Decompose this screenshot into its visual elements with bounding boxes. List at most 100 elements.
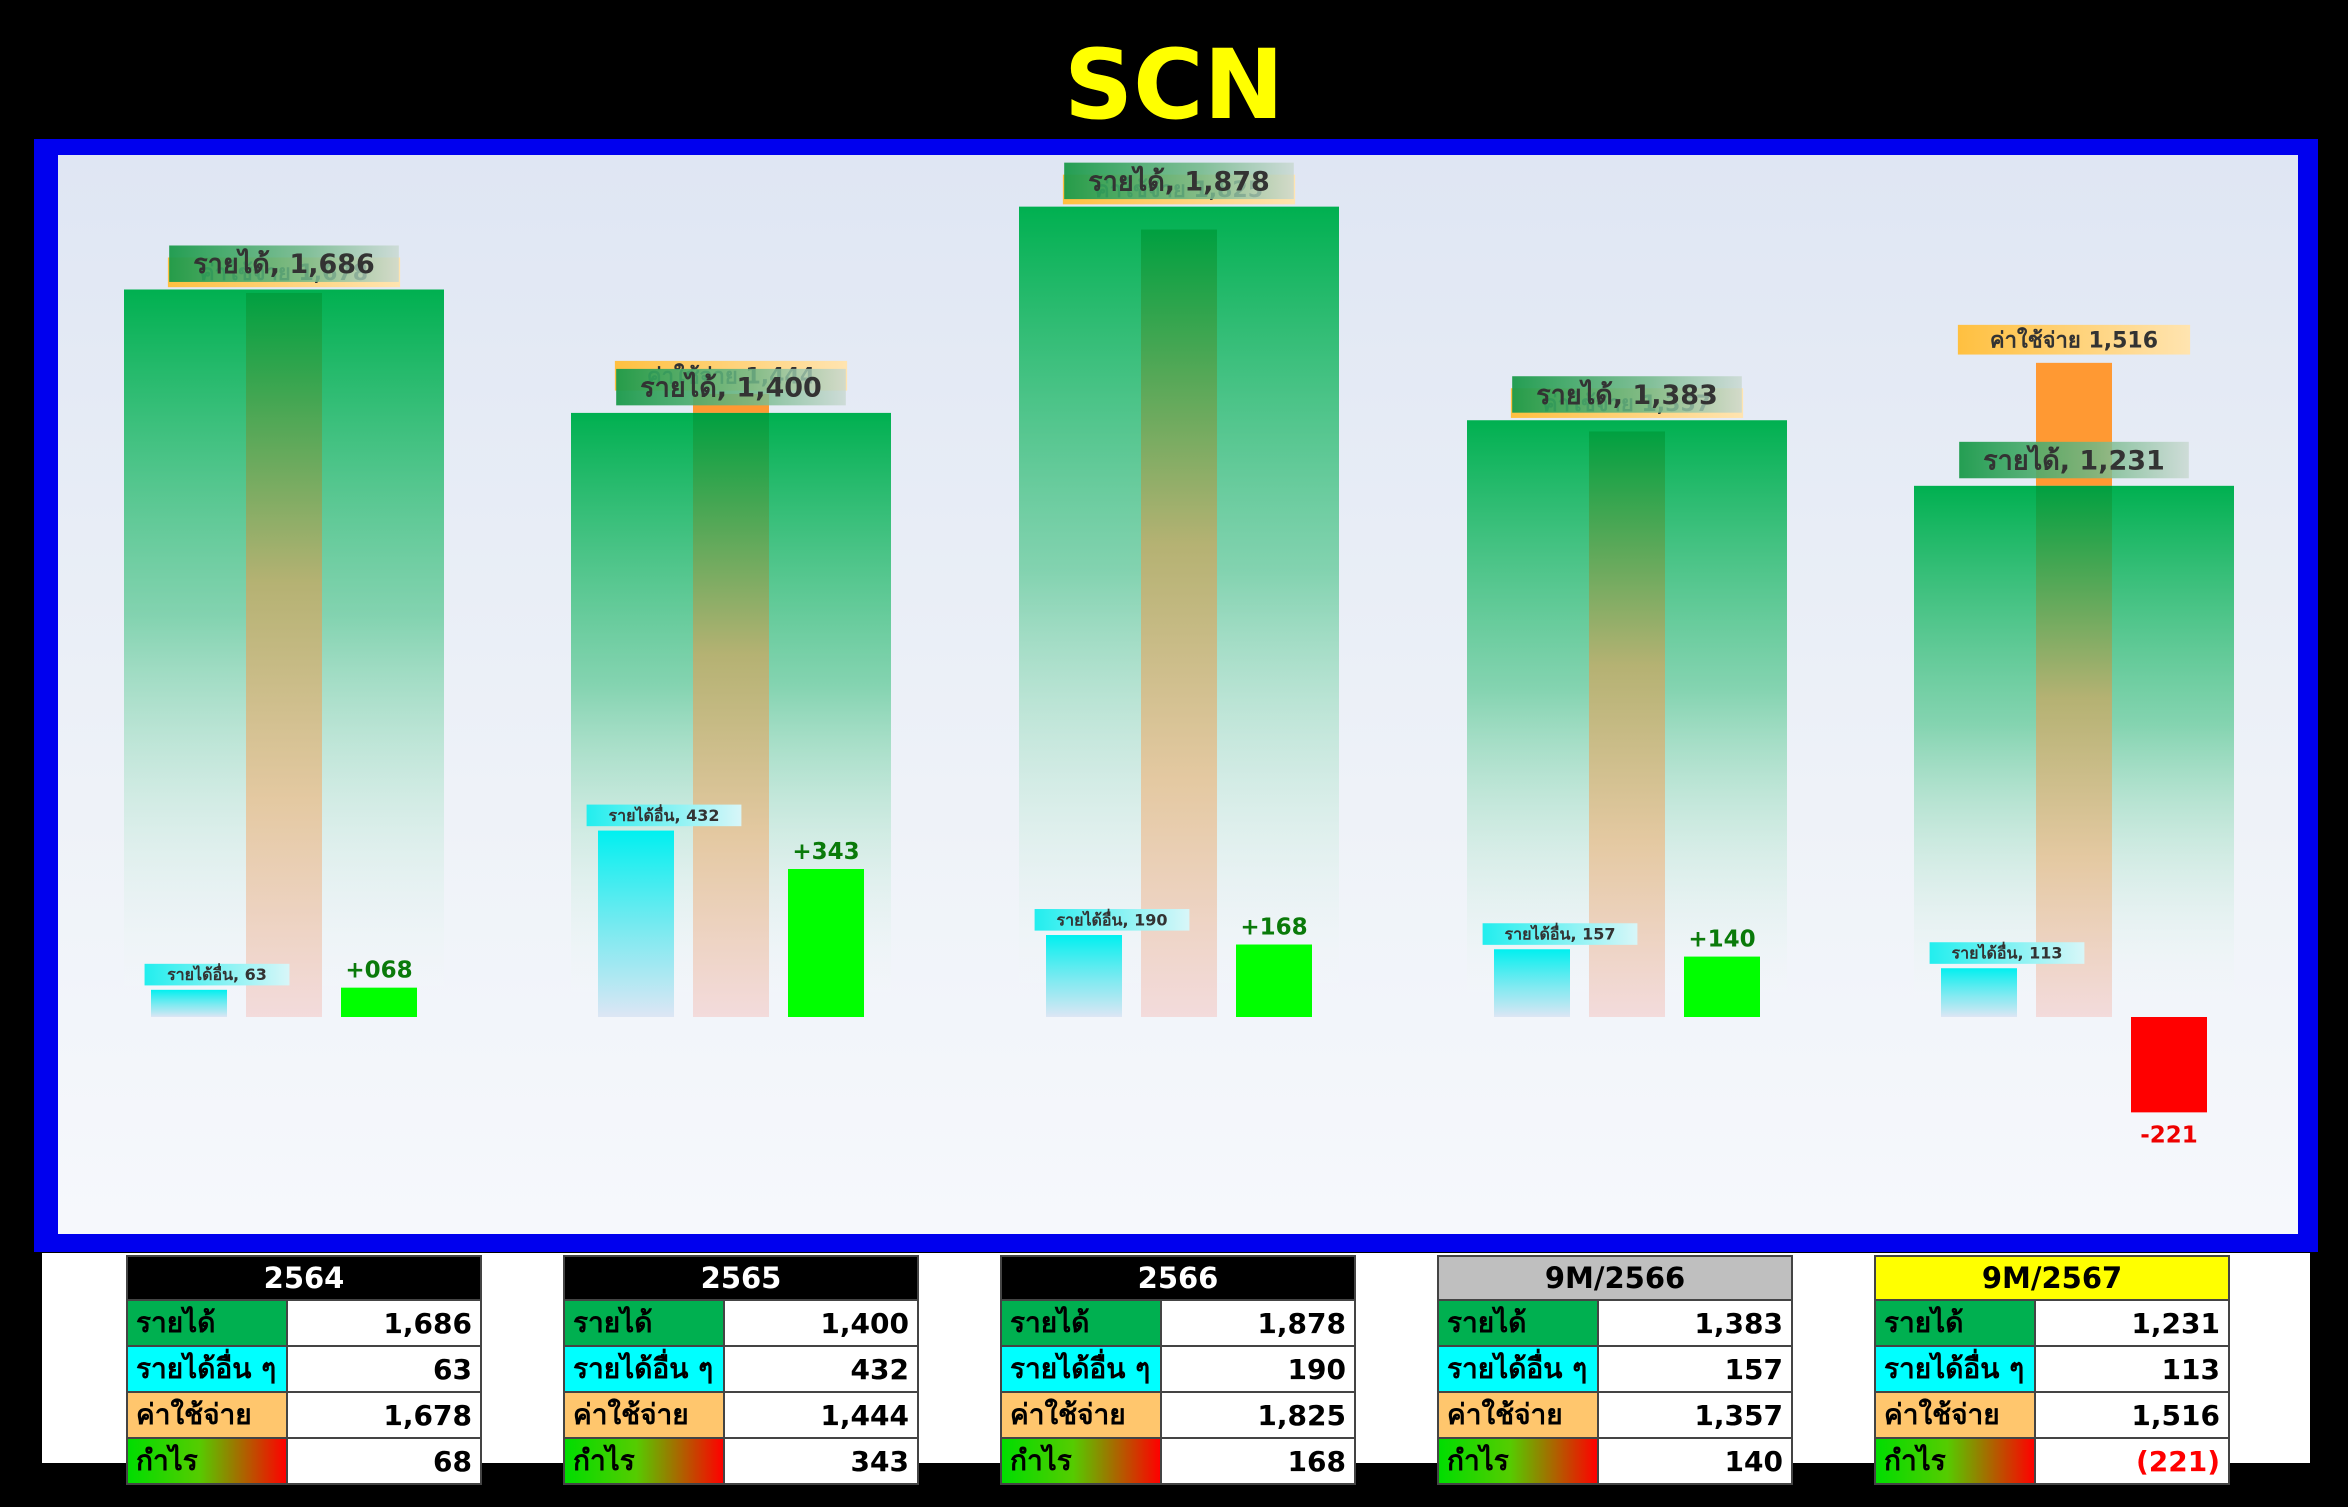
table-header: 2566 bbox=[1000, 1255, 1356, 1301]
profit-bar bbox=[788, 868, 864, 1017]
revenue-label-bg bbox=[1512, 376, 1742, 413]
table-header: 2564 bbox=[126, 1255, 482, 1301]
row-value: 1,383 bbox=[1597, 1299, 1793, 1347]
table-row: รายได้ 1,400 bbox=[563, 1299, 919, 1347]
expense-bar bbox=[1141, 229, 1217, 1017]
table-row: กำไร 140 bbox=[1437, 1437, 1793, 1485]
row-value: 113 bbox=[2034, 1345, 2230, 1393]
table-row: รายได้อื่น ๆ 63 bbox=[126, 1345, 482, 1393]
table-row: รายได้อื่น ๆ 157 bbox=[1437, 1345, 1793, 1393]
profit-label: +140 bbox=[1688, 927, 1755, 953]
table-row: กำไร 343 bbox=[563, 1437, 919, 1485]
other-income-label-bg bbox=[1929, 942, 2085, 964]
summary-tables: 2564 รายได้ 1,686 รายได้อื่น ๆ 63 ค่าใช้จ่าย 1… bbox=[42, 1253, 2310, 1485]
table-row: รายได้อื่น ๆ 432 bbox=[563, 1345, 919, 1393]
chart-title: SCN bbox=[1064, 29, 1284, 141]
profit-bar bbox=[1684, 956, 1760, 1017]
table-row: รายได้ 1,878 bbox=[1000, 1299, 1356, 1347]
row-value: 1,400 bbox=[723, 1299, 919, 1347]
row-value: 168 bbox=[1160, 1437, 1356, 1485]
summary-table: 2564 รายได้ 1,686 รายได้อื่น ๆ 63 ค่าใช้จ่าย 1… bbox=[126, 1255, 482, 1485]
row-value: 432 bbox=[723, 1345, 919, 1393]
other-income-bar bbox=[1046, 935, 1122, 1017]
profit-label: +068 bbox=[345, 958, 412, 984]
row-value: 63 bbox=[286, 1345, 482, 1393]
table-row: รายได้ 1,686 bbox=[126, 1299, 482, 1347]
row-value: 68 bbox=[286, 1437, 482, 1485]
revenue-label: รายได้, 1,686 bbox=[193, 248, 375, 280]
row-value: 1,357 bbox=[1597, 1391, 1793, 1439]
row-label: รายได้อื่น ๆ bbox=[563, 1345, 725, 1393]
row-value: 140 bbox=[1597, 1437, 1793, 1485]
other-income-label: รายได้อื่น, 63 bbox=[167, 963, 267, 984]
row-label: กำไร bbox=[1000, 1437, 1162, 1485]
expense-bar bbox=[1589, 431, 1665, 1018]
revenue-label-bg bbox=[1064, 162, 1294, 200]
row-value: 343 bbox=[723, 1437, 919, 1485]
table-row: ค่าใช้จ่าย 1,825 bbox=[1000, 1391, 1356, 1439]
row-label: ค่าใช้จ่าย bbox=[126, 1391, 288, 1439]
row-label: กำไร bbox=[563, 1437, 725, 1485]
table-row: กำไร 168 bbox=[1000, 1437, 1356, 1485]
revenue-label: รายได้, 1,878 bbox=[1088, 165, 1270, 197]
row-label: ค่าใช้จ่าย bbox=[1000, 1391, 1162, 1439]
summary-table: 9M/2566 รายได้ 1,383 รายได้อื่น ๆ 157 ค่าใช้จ… bbox=[1437, 1255, 1793, 1485]
row-label: รายได้อื่น ๆ bbox=[126, 1345, 288, 1393]
row-label: รายได้อื่น ๆ bbox=[1874, 1345, 2036, 1393]
table-header: 2565 bbox=[563, 1255, 919, 1301]
row-value: (221) bbox=[2034, 1437, 2230, 1485]
row-label: ค่าใช้จ่าย bbox=[563, 1391, 725, 1439]
row-value: 1,231 bbox=[2034, 1299, 2230, 1347]
other-income-label-bg bbox=[1482, 923, 1638, 945]
other-income-label-bg bbox=[586, 804, 742, 827]
expense-label-bg bbox=[1957, 324, 2191, 355]
revenue-label: รายได้, 1,400 bbox=[640, 372, 822, 404]
row-value: 1,678 bbox=[286, 1391, 482, 1439]
row-label: ค่าใช้จ่าย bbox=[1437, 1391, 1599, 1439]
row-value: 1,686 bbox=[286, 1299, 482, 1347]
other-income-label-bg bbox=[144, 963, 290, 986]
revenue-label: รายได้, 1,231 bbox=[1983, 445, 2165, 477]
other-income-bar bbox=[598, 830, 674, 1017]
revenue-label-bg bbox=[169, 245, 399, 282]
row-label: รายได้ bbox=[1000, 1299, 1162, 1347]
row-label: รายได้ bbox=[563, 1299, 725, 1347]
table-row: รายได้อื่น ๆ 113 bbox=[1874, 1345, 2230, 1393]
table-row: ค่าใช้จ่าย 1,516 bbox=[1874, 1391, 2230, 1439]
expense-label: ค่าใช้จ่าย 1,516 bbox=[1990, 326, 2158, 353]
table-row: รายได้ 1,383 bbox=[1437, 1299, 1793, 1347]
table-header: 9M/2566 bbox=[1437, 1255, 1793, 1301]
summary-table: 2565 รายได้ 1,400 รายได้อื่น ๆ 432 ค่าใช้จ่าย… bbox=[563, 1255, 919, 1485]
other-income-bar bbox=[1941, 968, 2017, 1017]
row-value: 1,825 bbox=[1160, 1391, 1356, 1439]
table-row: รายได้ 1,231 bbox=[1874, 1299, 2230, 1347]
row-value: 1,444 bbox=[723, 1391, 919, 1439]
other-income-label: รายได้อื่น, 190 bbox=[1057, 908, 1168, 929]
row-value: 1,878 bbox=[1160, 1299, 1356, 1347]
other-income-label-bg bbox=[1034, 909, 1190, 931]
table-row: ค่าใช้จ่าย 1,444 bbox=[563, 1391, 919, 1439]
revenue-label: รายได้, 1,383 bbox=[1536, 379, 1718, 411]
table-row: กำไร (221) bbox=[1874, 1437, 2230, 1485]
profit-label: +168 bbox=[1240, 915, 1307, 941]
row-label: ค่าใช้จ่าย bbox=[1874, 1391, 2036, 1439]
row-label: รายได้ bbox=[126, 1299, 288, 1347]
other-income-bar bbox=[1494, 949, 1570, 1017]
profit-label: -221 bbox=[2140, 1122, 2198, 1148]
expense-bar bbox=[246, 292, 322, 1017]
summary-table: 9M/2567 รายได้ 1,231 รายได้อื่น ๆ 113 ค่าใช้จ… bbox=[1874, 1255, 2230, 1485]
table-row: ค่าใช้จ่าย 1,678 bbox=[126, 1391, 482, 1439]
row-label: รายได้ bbox=[1437, 1299, 1599, 1347]
expense-bar bbox=[2036, 485, 2112, 1017]
other-income-label: รายได้อื่น, 113 bbox=[1952, 942, 2063, 963]
revenue-label-bg bbox=[616, 368, 846, 406]
profit-label: +343 bbox=[792, 839, 859, 865]
table-row: ค่าใช้จ่าย 1,357 bbox=[1437, 1391, 1793, 1439]
row-label: รายได้อื่น ๆ bbox=[1000, 1345, 1162, 1393]
other-income-label: รายได้อื่น, 432 bbox=[609, 804, 720, 825]
profit-bar bbox=[1236, 944, 1312, 1017]
row-value: 1,516 bbox=[2034, 1391, 2230, 1439]
row-value: 157 bbox=[1597, 1345, 1793, 1393]
